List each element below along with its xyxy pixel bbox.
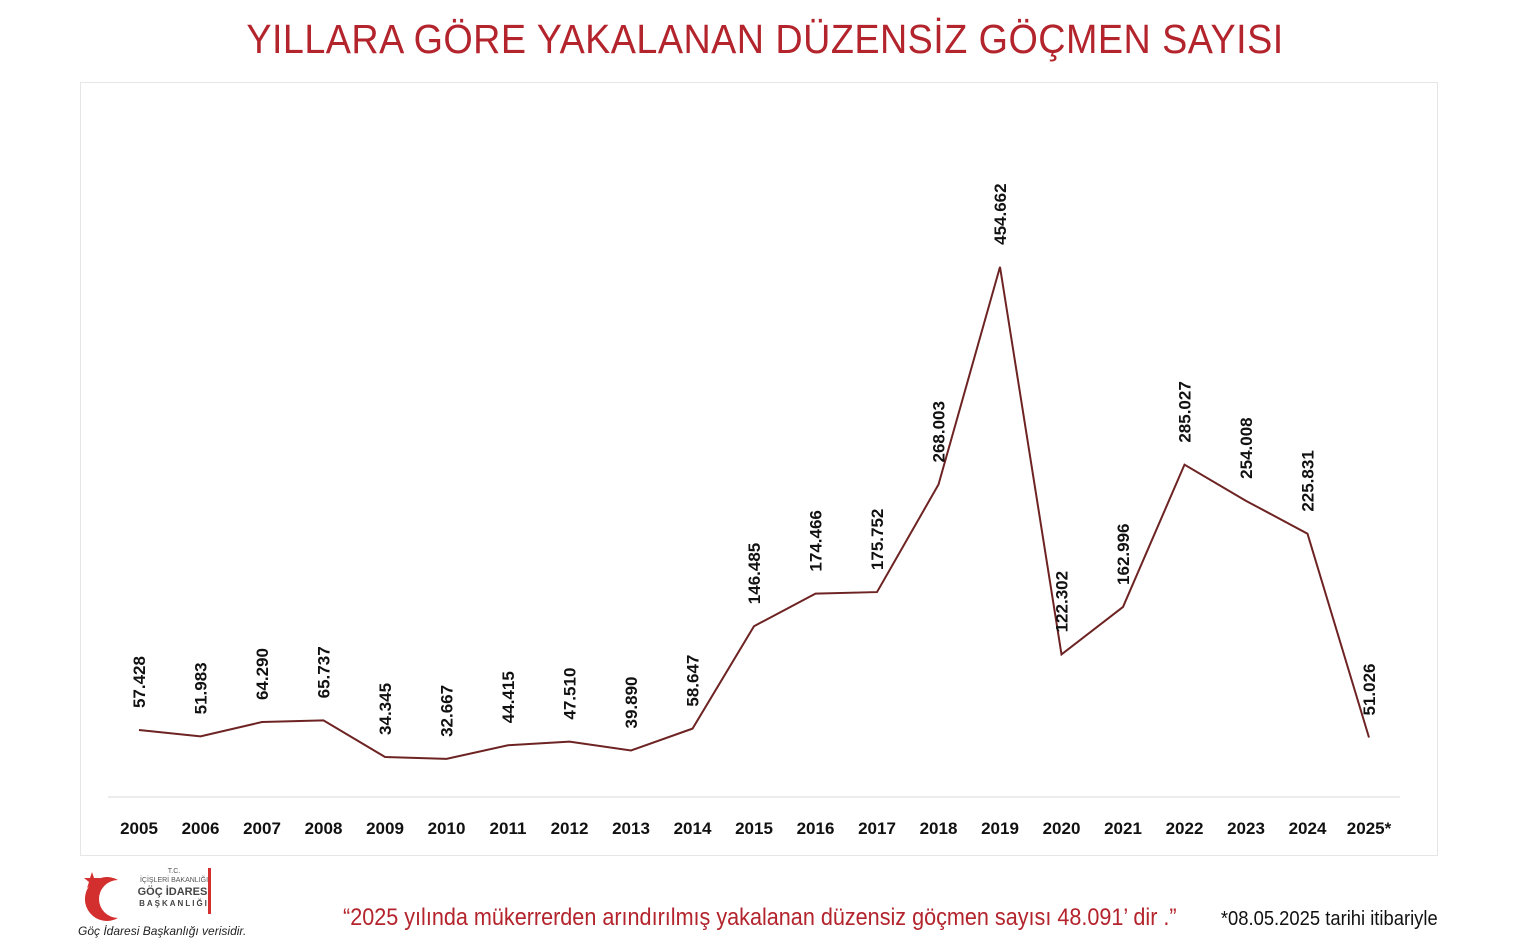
data-label-2005: 57.428 <box>130 656 149 708</box>
data-label-2018: 268.003 <box>930 401 949 462</box>
x-tick-2021: 2021 <box>1104 819 1142 838</box>
series-line <box>138 266 1370 760</box>
data-label-2006: 51.983 <box>192 662 211 714</box>
logo-text: T.C. İÇİŞLERİ BAKANLIĞI GÖÇ İDARESİ BAŞK… <box>134 866 214 908</box>
logo-divider <box>208 868 211 914</box>
x-tick-2008: 2008 <box>305 819 343 838</box>
x-tick-2025: 2025* <box>1347 819 1392 838</box>
x-tick-2006: 2006 <box>182 819 220 838</box>
x-tick-2009: 2009 <box>366 819 404 838</box>
data-label-2025: 51.026 <box>1360 664 1379 716</box>
data-label-2015: 146.485 <box>745 543 764 604</box>
data-label-2023: 254.008 <box>1237 417 1256 478</box>
footnote-text: “2025 yılında mükerrerden arındırılmış y… <box>343 904 1177 931</box>
logo-presidency: BAŞKANLIĞI <box>139 899 209 908</box>
data-label-2019: 454.662 <box>991 183 1010 244</box>
x-tick-2010: 2010 <box>428 819 466 838</box>
x-tick-2013: 2013 <box>612 819 650 838</box>
data-label-2007: 64.290 <box>253 648 272 700</box>
x-tick-2023: 2023 <box>1227 819 1265 838</box>
ministry-logo: T.C. İÇİŞLERİ BAKANLIĞI GÖÇ İDARESİ BAŞK… <box>78 866 228 946</box>
data-label-2009: 34.345 <box>376 683 395 735</box>
plot-area-frame <box>80 82 1438 856</box>
x-tick-2018: 2018 <box>920 819 958 838</box>
x-tick-2015: 2015 <box>735 819 773 838</box>
data-label-2020: 122.302 <box>1053 571 1072 632</box>
x-tick-2012: 2012 <box>551 819 589 838</box>
x-tick-2017: 2017 <box>858 819 896 838</box>
date-note: *08.05.2025 tarihi itibariyle <box>1221 908 1438 930</box>
logo-ministry: İÇİŞLERİ BAKANLIĞI <box>139 877 209 884</box>
data-label-2010: 32.667 <box>438 685 457 737</box>
x-tick-2016: 2016 <box>797 819 835 838</box>
x-tick-2022: 2022 <box>1166 819 1204 838</box>
data-label-2008: 65.737 <box>315 646 334 698</box>
data-label-2021: 162.996 <box>1114 523 1133 584</box>
x-tick-labels: 2005 2006 2007 2008 2009 2010 2011 2012 2013 2014… <box>120 819 1392 838</box>
x-tick-2005: 2005 <box>120 819 158 838</box>
data-label-2014: 58.647 <box>684 655 703 707</box>
data-label-2017: 175.752 <box>868 509 887 570</box>
data-label-2012: 47.510 <box>561 668 580 720</box>
logo-dept: GÖÇ İDARESİ <box>137 886 211 898</box>
data-labels: 57.428 51.983 64.290 65.737 34.345 32.667 44.4… <box>130 183 1379 736</box>
x-tick-2020: 2020 <box>1043 819 1081 838</box>
data-label-2022: 285.027 <box>1176 381 1195 442</box>
logo-tc: T.C. <box>167 868 181 875</box>
data-label-2013: 39.890 <box>622 676 641 728</box>
x-tick-2014: 2014 <box>674 819 712 838</box>
crescent-star-icon <box>84 872 118 921</box>
x-tick-2024: 2024 <box>1289 819 1327 838</box>
x-tick-2011: 2011 <box>490 819 527 838</box>
data-label-2016: 174.466 <box>807 510 826 571</box>
chart-title: YILLARA GÖRE YAKALANAN DÜZENSİZ GÖÇMEN S… <box>246 16 1284 62</box>
data-label-2024: 225.831 <box>1299 450 1318 511</box>
x-tick-2019: 2019 <box>981 819 1019 838</box>
x-tick-2007: 2007 <box>243 819 281 838</box>
source-note: Göç İdaresi Başkanlığı verisidir. <box>78 924 247 938</box>
data-label-2011: 44.415 <box>499 671 518 723</box>
